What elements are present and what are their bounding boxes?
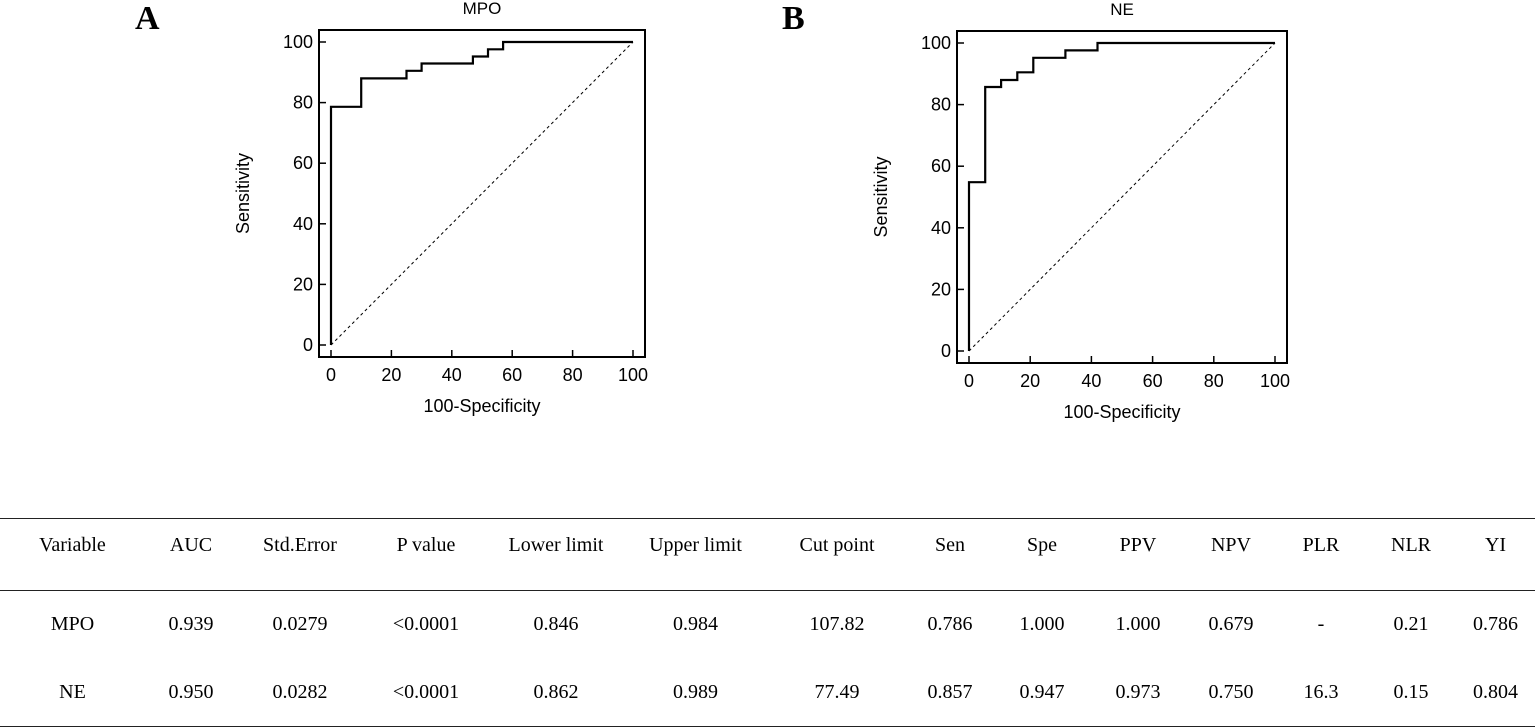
y-tick-label: 40 (931, 218, 951, 238)
table-cell: 0.947 (994, 658, 1090, 727)
header-nlr: NLR (1366, 518, 1456, 591)
header-variable: Variable (0, 518, 145, 591)
x-tick-label: 100 (1260, 371, 1290, 391)
x-axis-label: 100-Specificity (1063, 402, 1180, 422)
reference-diagonal-line (968, 42, 1276, 352)
x-axis-label: 100-Specificity (423, 396, 540, 416)
panel-label-b: B (782, 0, 805, 37)
header-auc: AUC (145, 518, 237, 591)
table-cell: 0.939 (168, 613, 214, 636)
header-yi: YI (1456, 518, 1535, 591)
x-tick-label: 0 (964, 371, 974, 391)
x-tick-label: 80 (563, 365, 583, 385)
x-tick-label: 0 (326, 365, 336, 385)
table-cell: 0.862 (489, 658, 623, 727)
x-tick-label: 60 (1143, 371, 1163, 391)
table-cell: 16.3 (1276, 658, 1366, 727)
table-cell: NE (0, 658, 145, 727)
table-cell: 0.846 (533, 613, 579, 636)
panel-label-a: A (135, 0, 160, 37)
header-plr: PLR (1276, 518, 1366, 591)
chart-title: MPO (463, 0, 502, 18)
table-cell: 0.750 (1186, 658, 1276, 727)
plot-frame (956, 30, 1288, 364)
y-axis-label: Sensitivity (233, 153, 253, 234)
header-p-value: P value (363, 518, 489, 591)
y-tick-label: 60 (293, 153, 313, 173)
header-sen: Sen (906, 518, 994, 591)
table-cell: 0.973 (1090, 658, 1186, 727)
table-cell: 0.989 (623, 658, 768, 727)
roc-chart-mpo: MPO 0 20 40 60 80 100 0 20 40 60 80 100 100-Specifici… (233, 0, 648, 416)
roc-curve-line (967, 41, 1275, 351)
table-cell: 0.21 (1393, 613, 1429, 636)
header-std-error: Std.Error (237, 518, 363, 591)
table-cell: 0.786 (927, 613, 973, 636)
table-cell: 0.0279 (272, 613, 328, 636)
table-cell: 1.000 (1019, 613, 1065, 636)
y-tick-label: 80 (931, 95, 951, 115)
x-tick-label: 80 (1204, 371, 1224, 391)
y-tick-label: 80 (293, 93, 313, 113)
header-upper-limit: Upper limit (623, 518, 768, 591)
header-cut-point: Cut point (768, 518, 906, 591)
table-cell: 1.000 (1115, 613, 1161, 636)
roc-chart-ne: NE 0 20 40 60 80 100 0 20 40 60 80 100 100-Specificit… (871, 0, 1290, 422)
header-lower-limit: Lower limit (489, 518, 623, 591)
table-cell: 0.857 (906, 658, 994, 727)
chart-title: NE (1110, 0, 1134, 19)
header-ppv: PPV (1090, 518, 1186, 591)
table-cell: 0.679 (1208, 613, 1254, 636)
table-row: NE 0.950 0.0282 <0.0001 0.862 0.989 77.4… (0, 658, 1535, 727)
y-axis-label: Sensitivity (871, 156, 891, 237)
roc-curve-line (329, 40, 633, 345)
x-tick-label: 100 (618, 365, 648, 385)
table-cell: 0.950 (145, 658, 237, 727)
table-cell: <0.0001 (363, 658, 489, 727)
reference-diagonal-line (330, 41, 634, 346)
plot-frame (318, 29, 646, 358)
table-cell: 0.0282 (237, 658, 363, 727)
header-npv: NPV (1186, 518, 1276, 591)
x-tick-label: 20 (1020, 371, 1040, 391)
table-cell: 0.15 (1366, 658, 1456, 727)
y-tick-label: 0 (941, 341, 951, 361)
y-tick-label: 20 (931, 279, 951, 299)
table-cell: <0.0001 (392, 613, 460, 636)
header-spe: Spe (994, 518, 1090, 591)
y-tick-label: 0 (303, 335, 313, 355)
table-cell: 77.49 (768, 658, 906, 727)
table-cell: 107.82 (809, 613, 865, 636)
y-tick-label: 60 (931, 156, 951, 176)
table-cell: 0.786 (1473, 613, 1518, 636)
y-tick-label: 20 (293, 274, 313, 294)
table-cell: - (1317, 613, 1325, 636)
table-header-row: Variable AUC Std.Error P value Lower lim… (0, 518, 1535, 591)
table-row: MPO 0.939 0.0279 <0.0001 0.846 0.984 107… (0, 591, 1535, 659)
table-cell: 0.804 (1456, 658, 1535, 727)
table-cell: 0.984 (673, 613, 718, 636)
results-table: Variable AUC Std.Error P value Lower lim… (0, 518, 1535, 727)
table-cell: MPO (50, 613, 95, 636)
y-tick-label: 100 (283, 32, 313, 52)
x-tick-label: 60 (502, 365, 522, 385)
x-tick-label: 40 (442, 365, 462, 385)
x-tick-label: 40 (1081, 371, 1101, 391)
y-tick-label: 40 (293, 214, 313, 234)
y-tick-label: 100 (921, 33, 951, 53)
x-tick-label: 20 (381, 365, 401, 385)
